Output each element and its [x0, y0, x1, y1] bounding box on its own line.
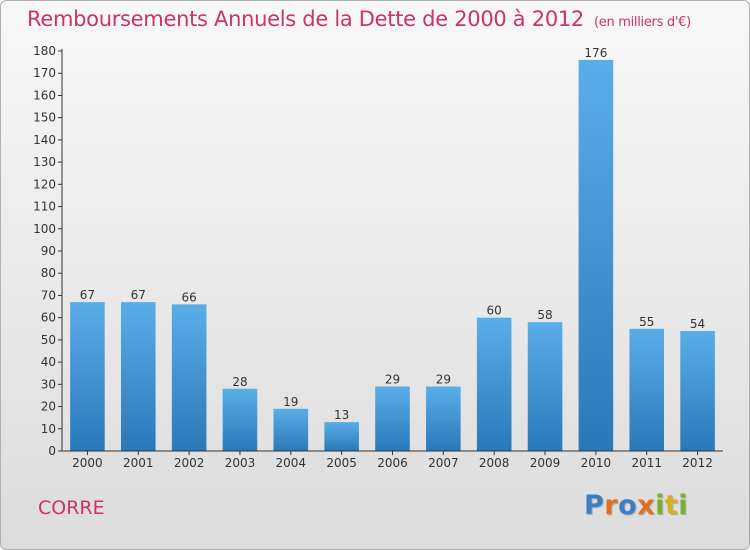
y-tick-label: 100: [33, 222, 56, 236]
bar: [222, 388, 258, 451]
y-tick-label: 10: [41, 422, 56, 436]
bar-value-label: 28: [232, 375, 247, 389]
y-tick-label: 170: [33, 66, 56, 80]
y-tick-label: 110: [33, 200, 56, 214]
bar: [120, 302, 156, 451]
y-tick-label: 0: [48, 444, 56, 458]
bar-value-label: 58: [537, 308, 552, 322]
y-tick-label: 60: [41, 311, 56, 325]
y-tick-label: 50: [41, 333, 56, 347]
bar: [680, 331, 715, 451]
bar: [375, 386, 410, 451]
bar-value-label: 19: [283, 395, 298, 409]
x-tick-label: 2001: [123, 456, 154, 470]
y-axis: 0 10 20 30 40 50 60 70 80 90 100 110 120 130 140 150 160…: [33, 44, 63, 458]
bar-value-label: 13: [334, 408, 349, 422]
x-tick-label: 2007: [428, 456, 459, 470]
bar-value-label: 60: [487, 304, 502, 318]
x-tick-label: 2002: [174, 456, 205, 470]
x-tick-label: 2005: [326, 456, 357, 470]
bar: [273, 408, 309, 451]
chart-title-text: Remboursements Annuels de la Dette de 20…: [27, 7, 584, 31]
y-tick-label: 40: [41, 355, 56, 369]
y-tick-label: 140: [33, 133, 56, 147]
bar: [476, 317, 512, 451]
y-tick-label: 130: [33, 155, 56, 169]
bar-value-label: 66: [181, 290, 196, 304]
y-tick-label: 120: [33, 177, 56, 191]
bar: [426, 386, 461, 451]
x-tick-label: 2004: [276, 456, 307, 470]
bar: [629, 328, 665, 451]
chart-title: Remboursements Annuels de la Dette de 20…: [27, 7, 691, 31]
x-tick-label: 2010: [581, 456, 612, 470]
proxiti-logo: Proxiti: [584, 490, 689, 521]
y-tick-label: 160: [33, 88, 56, 102]
y-tick-label: 80: [41, 266, 56, 280]
y-tick-label: 30: [41, 377, 56, 391]
bar-value-label: 29: [385, 373, 400, 387]
x-tick-label: 2008: [479, 456, 510, 470]
chart-unit-note: (en milliers d'€): [594, 15, 691, 30]
bar-value-label: 176: [584, 46, 607, 60]
commune-name: CORRE: [38, 497, 105, 519]
bar: [171, 304, 207, 451]
bar-value-label: 54: [690, 317, 705, 331]
x-tick-label: 2011: [631, 456, 662, 470]
x-tick-label: 2000: [72, 456, 103, 470]
bars: 67 67 66 28 19 13 29 29 60 58 176 55 54: [70, 46, 715, 452]
x-tick-label: 2009: [530, 456, 561, 470]
y-tick-label: 70: [41, 288, 56, 302]
y-tick-label: 150: [33, 111, 56, 125]
bar-value-label: 55: [639, 315, 654, 329]
x-axis: 2000 2001 2002 2003 2004 2005 2006 2007 2008 2009…: [62, 450, 723, 470]
bar-value-label: 67: [131, 288, 146, 302]
y-tick-label: 20: [41, 400, 56, 414]
bar-value-label: 29: [436, 373, 451, 387]
x-tick-label: 2012: [682, 456, 713, 470]
bar-value-label: 67: [80, 288, 95, 302]
bar: [578, 59, 614, 452]
x-tick-label: 2003: [225, 456, 256, 470]
bar: [527, 322, 563, 451]
x-tick-label: 2006: [377, 456, 408, 470]
y-tick-label: 180: [33, 44, 56, 58]
y-tick-label: 90: [41, 244, 56, 258]
bar: [70, 302, 105, 451]
bar: [324, 422, 359, 451]
